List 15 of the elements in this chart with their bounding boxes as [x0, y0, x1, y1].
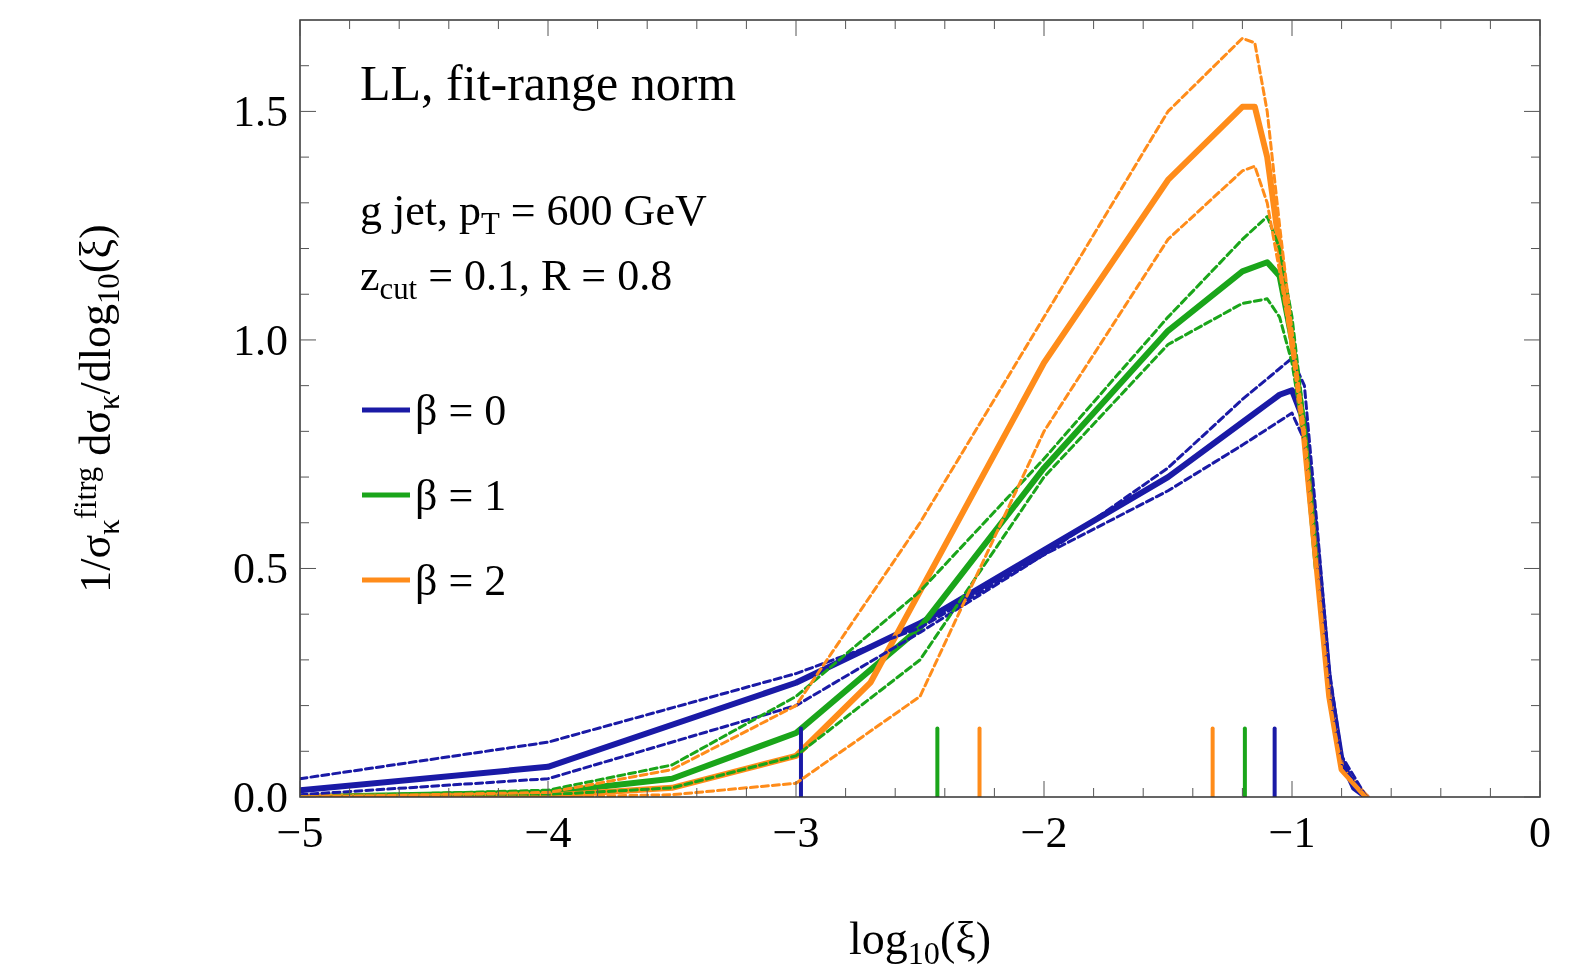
annotation: g jet, p$_{T}$ = 600 GeV — [360, 186, 707, 242]
x-axis-title: log$_{10}$(ξ) — [848, 913, 992, 971]
y-tick-label: 1.5 — [233, 87, 288, 137]
x-tick-label: 0 — [1529, 808, 1551, 857]
annotation: LL, fit-range norm — [360, 55, 737, 111]
x-tick-label: −4 — [524, 808, 572, 857]
legend-label: β = 0 — [415, 386, 507, 435]
x-tick-label: −3 — [772, 808, 820, 857]
x-tick-label: −1 — [1268, 808, 1316, 857]
legend-label: β = 1 — [415, 471, 507, 520]
y-tick-label: 1.0 — [233, 315, 288, 365]
legend-label: β = 2 — [415, 556, 507, 605]
y-tick-label: 0.5 — [233, 544, 288, 594]
x-tick-label: −2 — [1020, 808, 1068, 857]
annotation: z$_{cut}$ = 0.1, R = 0.8 — [360, 251, 673, 307]
